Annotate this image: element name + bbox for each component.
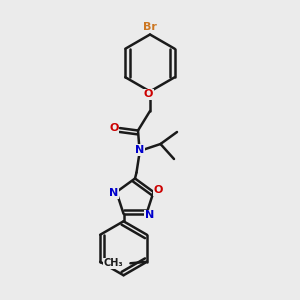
Text: O: O — [144, 89, 153, 100]
Text: N: N — [145, 210, 154, 220]
Text: O: O — [153, 185, 163, 196]
Text: CH₃: CH₃ — [103, 258, 123, 268]
Text: O: O — [109, 123, 119, 133]
Text: N: N — [109, 188, 118, 199]
Text: N: N — [135, 145, 144, 155]
Text: Br: Br — [143, 22, 157, 32]
